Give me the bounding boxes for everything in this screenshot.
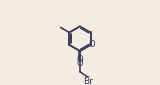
Text: O: O [88,40,95,49]
Text: O: O [77,56,83,64]
Text: O: O [77,59,83,68]
Text: Br: Br [83,77,92,85]
